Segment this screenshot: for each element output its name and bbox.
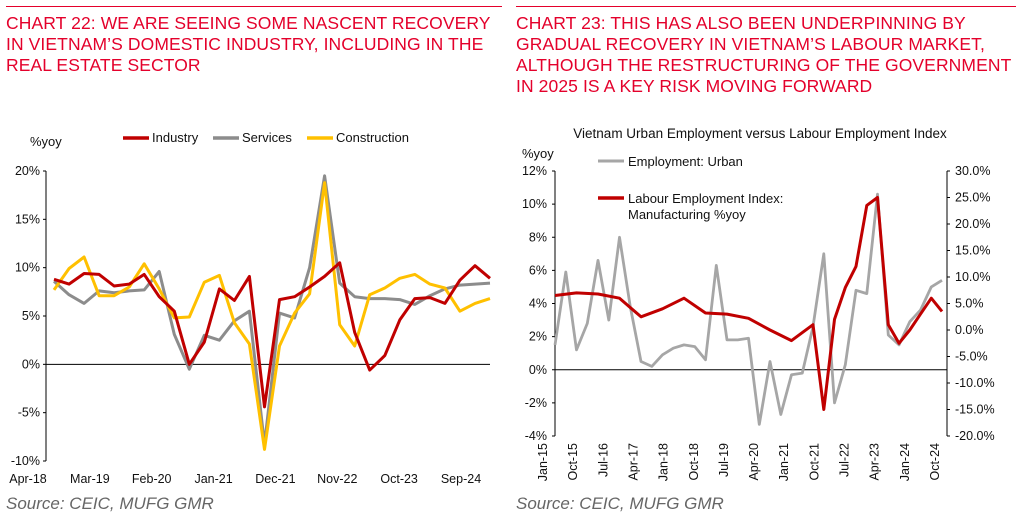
legend-label: Construction [336, 130, 409, 145]
y-tick-label: 8% [529, 230, 547, 244]
y-tick-label: -2% [525, 396, 547, 410]
chart-subtitle: Vietnam Urban Employment versus Labour E… [573, 126, 947, 141]
x-tick-label: Jan-18 [657, 443, 671, 481]
line-chart-urban-employment: Vietnam Urban Employment versus Labour E… [522, 126, 995, 481]
x-tick-label: Jan-21 [777, 443, 791, 481]
line-chart-industry-services-construction: %yoy 20% 15% 10% 5% 0% -5% -10% Apr-18 Mar-19 Feb-… [9, 130, 491, 486]
title-rule [6, 6, 502, 7]
x-tick-label: Dec-21 [255, 472, 295, 486]
x-tick-label: Jan-21 [194, 472, 232, 486]
legend-label: Industry [152, 130, 199, 145]
x-tick-label: Sep-24 [441, 472, 481, 486]
y-axis-label: %yoy [30, 134, 62, 149]
x-tick-label: Mar-19 [70, 472, 110, 486]
y-right-tick-label: -5.0% [955, 350, 988, 364]
x-tick-label: Oct-21 [807, 443, 821, 481]
y-tick-label: -4% [525, 429, 547, 443]
y-right-tick-label: 20.0% [955, 217, 990, 231]
x-tick-label: Jul-16 [596, 443, 610, 477]
y-tick-label: 10% [522, 197, 547, 211]
y-tick-label: 4% [529, 297, 547, 311]
x-tick-label: Oct-23 [380, 472, 418, 486]
x-tick-label: Jul-19 [717, 443, 731, 477]
y-tick-label: -10% [11, 454, 40, 468]
x-tick-label: Oct-18 [687, 443, 701, 481]
series-line-construction [52, 181, 491, 451]
y-tick-label: -5% [18, 406, 40, 420]
y-right-tick-label: 5.0% [955, 297, 984, 311]
x-tick-label: Apr-18 [9, 472, 47, 486]
source-note: Source: CEIC, MUFG GMR [6, 494, 214, 513]
chart-title: CHART 22: WE ARE SEEING SOME NASCENT REC… [6, 13, 491, 75]
y-tick-label: 2% [529, 330, 547, 344]
chart-title: CHART 23: THIS HAS ALSO BEEN UNDERPINNIN… [516, 13, 1012, 96]
x-tick-label: Oct-24 [928, 443, 942, 481]
y-right-tick-label: 15.0% [955, 244, 990, 258]
y-axis-label: %yoy [522, 146, 554, 161]
y-right-tick-label: 10.0% [955, 270, 990, 284]
y-tick-label: 12% [522, 164, 547, 178]
y-right-tick-label: 25.0% [955, 191, 990, 205]
x-tick-label: Jul-22 [838, 443, 852, 477]
y-right-tick-label: -20.0% [955, 429, 995, 443]
x-tick-label: Oct-15 [566, 443, 580, 481]
y-tick-label: 0% [529, 363, 547, 377]
x-tick-label: Apr-23 [868, 443, 882, 481]
y-right-tick-label: 0.0% [955, 323, 984, 337]
legend-label: Labour Employment Index: Manufacturing %y… [628, 191, 783, 222]
y-tick-label: 0% [22, 357, 40, 371]
y-tick-label: 6% [529, 263, 547, 277]
y-right-tick-label: -15.0% [955, 403, 995, 417]
chart-panel-left: CHART 22: WE ARE SEEING SOME NASCENT REC… [0, 0, 508, 528]
y-right-tick-label: -10.0% [955, 376, 995, 390]
x-tick-label: Feb-20 [132, 472, 172, 486]
legend-label: Employment: Urban [628, 154, 743, 169]
series-line-services [52, 174, 491, 447]
y-right-tick-label: 30.0% [955, 164, 990, 178]
legend-label: Services [242, 130, 292, 145]
series-line-industry [53, 261, 491, 409]
title-rule [516, 6, 1016, 7]
x-tick-label: Jan-24 [898, 443, 912, 481]
x-tick-label: Apr-20 [747, 443, 761, 481]
series-line-labour-employment-index [554, 196, 944, 411]
y-tick-label: 15% [15, 212, 40, 226]
y-tick-label: 5% [22, 309, 40, 323]
source-note: Source: CEIC, MUFG GMR [516, 494, 724, 513]
series-line-employment-urban [553, 192, 943, 426]
chart-panel-right: CHART 23: THIS HAS ALSO BEEN UNDERPINNIN… [510, 0, 1022, 528]
y-tick-label: 10% [15, 261, 40, 275]
x-tick-label: Apr-17 [626, 443, 640, 481]
y-tick-label: 20% [15, 164, 40, 178]
x-tick-label: Jan-15 [536, 443, 550, 481]
x-tick-label: Nov-22 [317, 472, 357, 486]
